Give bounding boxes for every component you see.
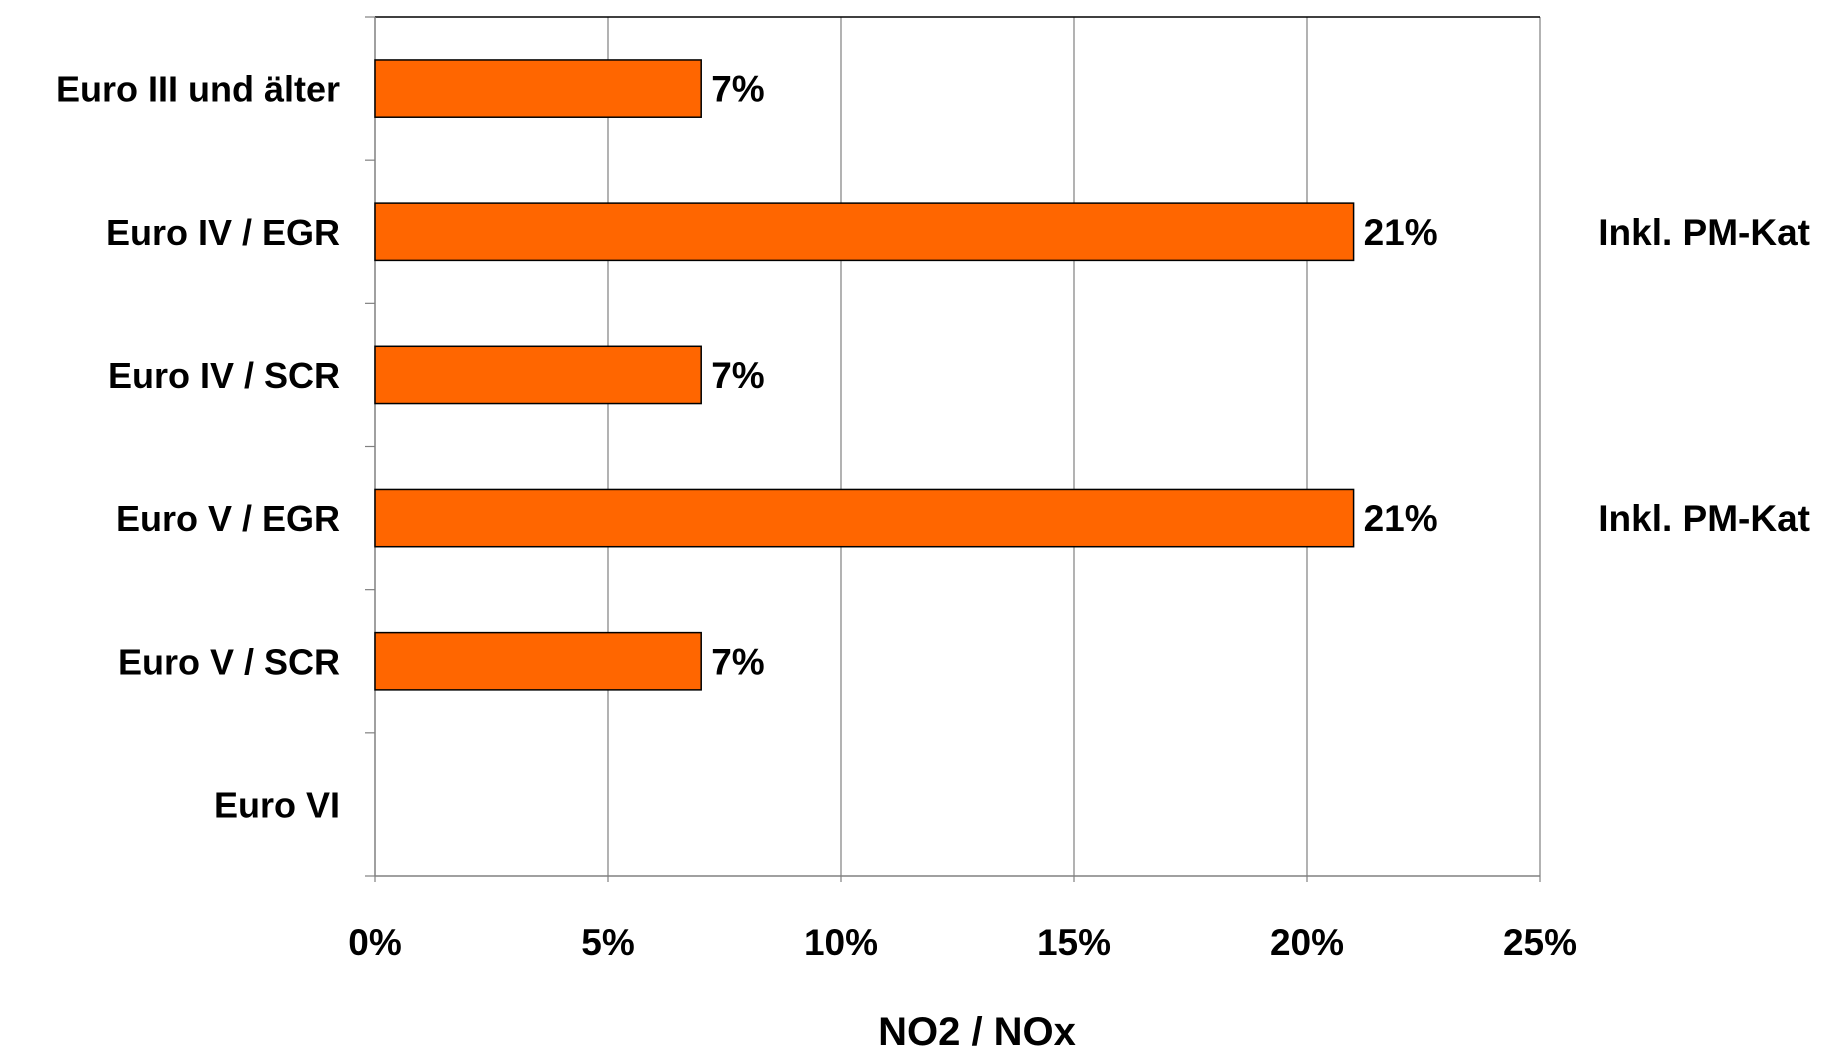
- gridlines: [607, 17, 1541, 876]
- x-tick-label: 20%: [1270, 922, 1344, 963]
- bar: [374, 488, 1355, 548]
- category-label: Euro V / SCR: [118, 641, 340, 682]
- annotation-label: Inkl. PM-Kat: [1598, 498, 1810, 539]
- x-axis-title: NO2 / NOx: [878, 1010, 1076, 1054]
- x-tick-label: 5%: [581, 922, 634, 963]
- x-tick-label: 15%: [1037, 922, 1111, 963]
- x-tick-label: 25%: [1503, 922, 1577, 963]
- category-label: Euro IV / EGR: [106, 212, 340, 253]
- category-label: Euro VI: [214, 784, 340, 825]
- bars: [374, 59, 1355, 691]
- axes: [365, 16, 1541, 882]
- x-tick-label: 10%: [804, 922, 878, 963]
- data-label: 7%: [711, 355, 764, 396]
- annotation-label: Inkl. PM-Kat: [1598, 212, 1810, 253]
- bar: [374, 631, 702, 691]
- category-label: Euro IV / SCR: [108, 355, 340, 396]
- labels: 0% 5% 10% 15% 20% 25% Euro III und älter 7% Euro…: [56, 69, 1810, 963]
- category-label: Euro III und älter: [56, 69, 340, 110]
- x-tick-label: 0%: [348, 922, 401, 963]
- category-label: Euro V / EGR: [116, 498, 340, 539]
- bar: [374, 345, 702, 405]
- data-label: 7%: [711, 69, 764, 110]
- data-label: 21%: [1364, 212, 1438, 253]
- data-label: 21%: [1364, 498, 1438, 539]
- bar: [374, 59, 702, 118]
- data-label: 7%: [711, 641, 764, 682]
- bar: [374, 202, 1355, 262]
